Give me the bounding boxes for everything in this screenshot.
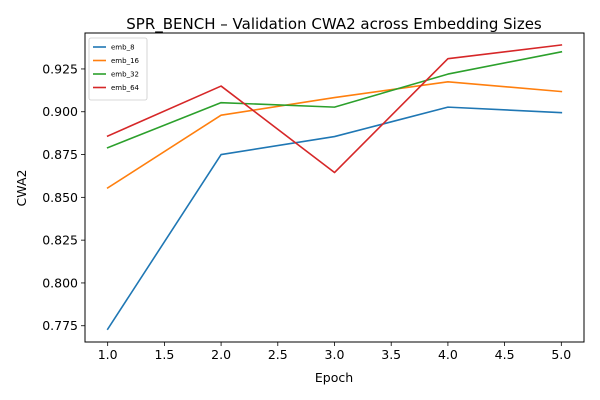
y-tick-label: 0.875 bbox=[42, 147, 78, 162]
series-line-emb_32 bbox=[106, 50, 563, 149]
series-line-emb_8 bbox=[106, 106, 563, 331]
legend-label-emb_64: emb_64 bbox=[111, 84, 140, 92]
x-axis-title: Epoch bbox=[315, 370, 353, 385]
y-axis-title: CWA2 bbox=[14, 170, 29, 207]
x-tick-label: 5.0 bbox=[551, 347, 571, 362]
series-line-emb_64 bbox=[106, 44, 563, 174]
y-tick-label: 0.850 bbox=[42, 190, 78, 205]
y-tick-label: 0.775 bbox=[42, 318, 78, 333]
legend-box bbox=[88, 37, 148, 101]
legend-label-emb_32: emb_32 bbox=[111, 71, 139, 79]
y-tick-label: 0.800 bbox=[42, 275, 78, 290]
plot-frame bbox=[84, 32, 585, 343]
x-tick-label: 2.0 bbox=[211, 347, 231, 362]
legend: emb_8 emb_16 emb_32 emb_64 bbox=[88, 37, 148, 101]
x-tick-label: 3.0 bbox=[325, 347, 345, 362]
x-tick-label: 4.0 bbox=[438, 347, 458, 362]
x-tick-label: 2.5 bbox=[268, 347, 288, 362]
y-tick-label: 0.925 bbox=[42, 61, 78, 76]
series-line-emb_16 bbox=[106, 80, 563, 190]
x-tick-label: 4.5 bbox=[495, 347, 515, 362]
chart-title: SPR_BENCH – Validation CWA2 across Embed… bbox=[126, 15, 542, 34]
x-tick-label: 3.5 bbox=[381, 347, 401, 362]
x-tick-label: 1.0 bbox=[98, 347, 118, 362]
legend-label-emb_16: emb_16 bbox=[111, 57, 140, 65]
y-tick-label: 0.900 bbox=[42, 104, 78, 119]
y-tick-label: 0.825 bbox=[42, 233, 78, 248]
x-tick-label: 1.5 bbox=[154, 347, 174, 362]
legend-label-emb_8: emb_8 bbox=[111, 44, 135, 52]
